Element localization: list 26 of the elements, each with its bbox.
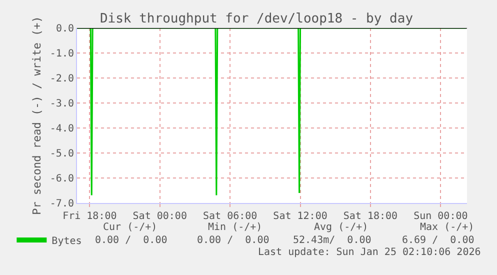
- text: 52.43m/ 0.00: [293, 235, 372, 246]
- y-tick-label: -1.0: [50, 48, 74, 60]
- x-tick-label: Sat 00:00: [132, 211, 187, 222]
- text: 6.69 / 0.00: [402, 235, 474, 246]
- legend-label: Bytes: [52, 236, 82, 247]
- y-axis-title: Pr second read (-) / write (+): [30, 16, 44, 215]
- y-tick-label: -7.0: [50, 198, 74, 210]
- x-tick-label: Sat 18:00: [343, 211, 398, 222]
- text: Cur (-/+): [103, 222, 158, 233]
- x-tick-label: Sun 00:00: [414, 211, 468, 222]
- y-tick-label: -2.0: [50, 74, 74, 84]
- y-tick-label: -5.0: [50, 148, 74, 160]
- text: 0.00 / 0.00: [95, 235, 168, 246]
- y-tick-label: -3.0: [50, 98, 74, 110]
- text: Avg (-/+): [314, 222, 368, 233]
- text: Last update: Sun Jan 25 02:10:06 2026: [258, 247, 481, 258]
- x-tick-label: Sat 06:00: [202, 211, 258, 222]
- text: Max (-/+): [420, 222, 474, 233]
- y-tick-label: -6.0: [50, 174, 74, 184]
- text: 0.00 / 0.00: [197, 235, 270, 246]
- text: Min (-/+): [208, 222, 262, 233]
- y-tick-label: 0.0: [56, 24, 74, 34]
- x-tick-label: Fri 18:00: [62, 211, 117, 222]
- y-tick-label: -4.0: [50, 124, 74, 134]
- x-tick-label: Sat 12:00: [273, 211, 328, 222]
- chart-title: Disk throughput for /dev/loop18 - by day: [100, 12, 414, 27]
